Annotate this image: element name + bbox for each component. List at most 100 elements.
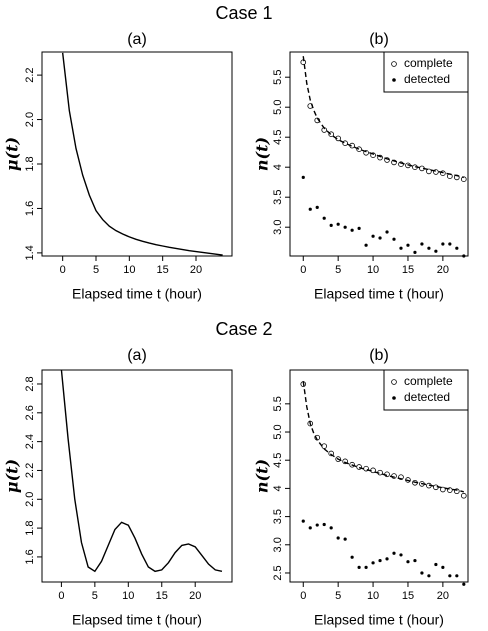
point [462,582,466,586]
x-tick-label: 20 [437,590,449,602]
legend-label: detected [404,390,450,404]
point [385,557,389,561]
plot-frame [289,369,469,583]
point [399,553,403,557]
point [343,225,347,229]
y-axis-label: μ(t) [3,459,22,493]
point [377,154,383,161]
point [364,565,368,569]
point [349,461,355,468]
point [336,536,340,540]
y-tick-label: 5.5 [272,396,284,411]
point [392,237,396,241]
point [371,234,375,238]
y-tick-label: 2.5 [272,565,284,580]
legend-label: detected [404,72,450,86]
legend-symbol [391,379,397,385]
y-tick-label: 3.0 [272,220,284,235]
plot-frame [289,51,469,257]
case-title: Case 2 [215,319,272,339]
x-tick-label: 15 [157,264,169,276]
y-tick-label: 2.4 [24,434,36,449]
point [427,574,431,578]
x-tick-label: 15 [402,590,414,602]
point [447,487,453,493]
point [350,228,354,232]
point [335,456,341,462]
point [448,574,452,578]
point [315,205,319,209]
legend-box [383,51,469,93]
point [461,492,467,499]
point [433,169,439,175]
point [350,555,354,559]
point [357,226,361,230]
curve [60,369,223,573]
point [356,146,362,153]
point [440,486,446,493]
point [315,523,319,527]
plot-frame [41,369,233,583]
y-tick-label: 4 [272,164,284,170]
point [413,250,417,254]
point [420,242,424,246]
point [328,450,334,457]
case-title: Case 1 [215,3,272,23]
x-tick-label: 20 [189,590,201,602]
point [399,246,403,250]
y-tick-label: 1.4 [24,245,36,260]
x-tick-label: 0 [58,590,64,602]
x-tick-label: 5 [335,264,341,276]
point [322,522,326,527]
point [308,207,312,211]
point [378,236,382,240]
point [434,562,438,567]
y-tick-label: 1.6 [24,549,36,564]
point [420,571,424,575]
x-tick-label: 20 [190,264,202,276]
panel-title: (a) [127,31,147,48]
panel: (a) 0 5 10 15 20 1.4 1.6 1.8 2.0 2.2 Elapsed time t… [3,31,233,302]
y-tick-label: 1.8 [24,520,36,535]
y-tick-label: 2.2 [24,463,36,478]
point [371,561,375,565]
point [343,537,347,541]
legend-symbol [392,78,396,82]
legend-symbol [391,61,397,67]
x-tick-label: 5 [93,264,99,276]
point [406,560,410,564]
point [427,246,431,250]
y-tick-label: 5.5 [272,70,284,85]
curve [302,56,464,179]
y-tick-label: 5.0 [272,100,284,115]
point [413,558,417,563]
point [385,230,389,234]
point [406,243,410,247]
curve [61,52,223,256]
legend-label: complete [404,56,453,70]
y-tick-label: 3.5 [272,509,284,524]
y-axis-label: n(t) [253,137,272,171]
panel: (b) 0 5 10 15 20 2.5 3.0 3.5 4 4.5 5.0 5.5 Elapsed ti… [253,347,469,628]
point [329,223,333,227]
point [329,526,333,530]
point [462,254,466,258]
y-tick-label: 5.0 [272,424,284,439]
x-tick-label: 20 [437,264,449,276]
point [342,458,348,465]
y-tick-label: 1.8 [24,156,36,171]
x-tick-label: 10 [123,264,135,276]
point [301,519,305,523]
point [440,170,446,177]
point [356,464,362,470]
y-tick-label: 2.2 [24,67,36,82]
point [448,242,452,246]
x-axis-label: Elapsed time t (hour) [314,612,444,628]
y-tick-label: 2.8 [24,376,36,391]
x-tick-label: 15 [402,264,414,276]
panel-title: (b) [369,31,389,48]
y-tick-label: 4.5 [272,453,284,468]
y-tick-label: 1.6 [24,201,36,216]
point [363,150,369,156]
y-tick-label: 4 [272,485,284,491]
